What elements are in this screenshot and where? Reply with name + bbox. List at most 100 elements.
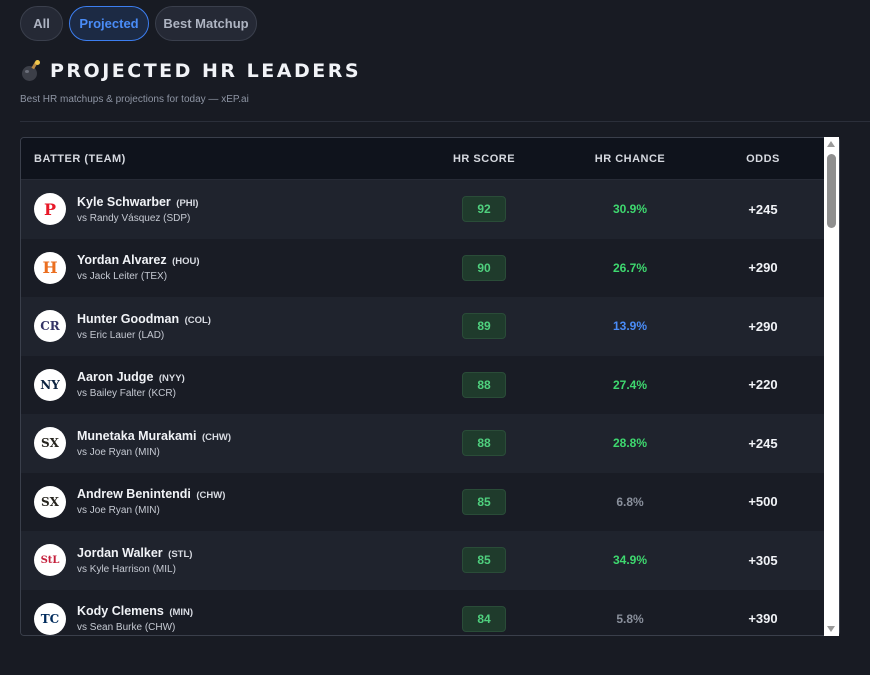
odds-value: +290 [748,318,778,334]
team-logo-icon: P [34,193,66,226]
odds-cell: +290 [713,260,813,275]
table-row[interactable]: StL Jordan Walker (STL) vs Kyle Harrison (… [21,531,839,590]
batter-name[interactable]: Jordan Walker (STL) [77,546,192,560]
hr-chance-cell: 26.7% [547,261,713,275]
batter-team: (PHI) [176,197,199,209]
filter-tabs: All Projected Best Matchup [20,6,257,41]
page-title: PROJECTED HR LEADERS [50,60,362,82]
table-row[interactable]: P Kyle Schwarber (PHI) vs Randy Vásquez (S… [21,180,839,239]
opponent-pitcher: vs Bailey Falter (KCR) [77,388,176,400]
odds-cell: +245 [713,436,813,451]
hr-score-cell: 85 [421,547,547,574]
hr-chance-value: 30.9% [612,202,648,217]
hr-chance-value: 5.8% [616,611,644,626]
hr-chance-value: 27.4% [612,377,648,392]
hr-score-cell: 89 [421,313,547,340]
batter-name-text: Hunter Goodman [77,311,180,326]
batter-name[interactable]: Andrew Benintendi (CHW) [77,487,225,501]
batter-name[interactable]: Hunter Goodman (COL) [77,312,211,326]
batter-cell: CR Hunter Goodman (COL) vs Eric Lauer (LAD… [21,310,421,343]
batter-names: Aaron Judge (NYY) vs Bailey Falter (KCR) [77,370,185,399]
batter-team: (NYY) [158,373,185,385]
odds-value: +305 [748,552,778,568]
batter-names: Hunter Goodman (COL) vs Eric Lauer (LAD) [77,312,211,341]
column-header-hr-score[interactable]: HR SCORE [452,152,516,165]
hr-score-badge: 89 [462,313,506,340]
batter-team: (CHW) [201,431,231,443]
batter-name[interactable]: Kyle Schwarber (PHI) [77,195,198,209]
hr-score-cell: 88 [421,430,547,457]
batter-cell: P Kyle Schwarber (PHI) vs Randy Vásquez (S… [21,193,421,226]
table-row[interactable]: TC Kody Clemens (MIN) vs Sean Burke (CHW) 8… [21,589,839,635]
divider [20,121,870,122]
team-logo-icon: H [34,251,66,284]
batter-name[interactable]: Aaron Judge (NYY) [77,370,185,384]
batter-name-text: Aaron Judge [77,370,154,385]
hr-chance-value: 26.7% [612,260,648,275]
opponent-pitcher: vs Eric Lauer (LAD) [77,329,165,341]
opponent-pitcher: vs Kyle Harrison (MIL) [77,563,176,575]
batter-cell: TC Kody Clemens (MIN) vs Sean Burke (CHW) [21,602,421,635]
hr-chance-value: 28.8% [612,436,648,451]
column-header-odds[interactable]: ODDS [746,152,780,165]
table-row[interactable]: CR Hunter Goodman (COL) vs Eric Lauer (LAD… [21,297,839,356]
odds-value: +500 [748,494,778,510]
column-header-batter[interactable]: BATTER (TEAM) [34,152,126,165]
batter-name[interactable]: Munetaka Murakami (CHW) [77,429,231,443]
opponent-pitcher: vs Sean Burke (CHW) [77,622,176,634]
batter-cell: SX Andrew Benintendi (CHW) vs Joe Ryan (MI… [21,485,421,518]
hr-score-badge: 85 [462,547,506,574]
hr-chance-cell: 6.8% [547,495,713,509]
table-row[interactable]: SX Munetaka Murakami (CHW) vs Joe Ryan (MI… [21,414,839,473]
page-subtitle: Best HR matchups & projections for today… [20,94,249,105]
batter-team: (MIN) [169,607,194,619]
hr-score-cell: 84 [421,605,547,632]
scroll-down-arrow-icon[interactable] [827,626,835,632]
table-row[interactable]: H Yordan Alvarez (HOU) vs Jack Leiter (TEX… [21,238,839,297]
batter-name-text: Jordan Walker [77,545,163,560]
table-row[interactable]: NY Aaron Judge (NYY) vs Bailey Falter (KCR… [21,355,839,414]
bomb-icon [20,60,42,82]
odds-value: +245 [748,435,778,451]
tab-all[interactable]: All [20,6,63,41]
batter-name-text: Andrew Benintendi [77,487,191,502]
batter-team: (CHW) [196,490,226,502]
batter-name-text: Kyle Schwarber [77,194,171,209]
batter-name-text: Munetaka Murakami [77,428,197,443]
batter-cell: StL Jordan Walker (STL) vs Kyle Harrison (… [21,544,421,577]
hr-chance-cell: 34.9% [547,553,713,567]
table-body: P Kyle Schwarber (PHI) vs Randy Vásquez (S… [21,180,839,635]
odds-value: +220 [748,377,778,393]
hr-chance-cell: 27.4% [547,378,713,392]
column-header-hr-chance[interactable]: HR CHANCE [594,152,666,165]
table-row[interactable]: SX Andrew Benintendi (CHW) vs Joe Ryan (MI… [21,472,839,531]
batter-cell: SX Munetaka Murakami (CHW) vs Joe Ryan (MI… [21,427,421,460]
scrollbar[interactable] [824,137,839,636]
hr-chance-cell: 30.9% [547,202,713,216]
hr-score-badge: 85 [462,488,506,515]
hr-score-badge: 88 [462,430,506,457]
hr-score-badge: 92 [462,196,506,223]
batter-name[interactable]: Yordan Alvarez (HOU) [77,253,200,267]
batter-names: Munetaka Murakami (CHW) vs Joe Ryan (MIN) [77,429,231,458]
batter-cell: H Yordan Alvarez (HOU) vs Jack Leiter (TEX… [21,251,421,284]
odds-cell: +290 [713,319,813,334]
odds-cell: +245 [713,202,813,217]
odds-cell: +220 [713,377,813,392]
batter-names: Jordan Walker (STL) vs Kyle Harrison (MIL… [77,546,192,575]
hr-chance-value: 13.9% [612,319,648,334]
batter-names: Yordan Alvarez (HOU) vs Jack Leiter (TEX) [77,253,200,282]
scroll-up-arrow-icon[interactable] [827,141,835,147]
hr-chance-value: 6.8% [616,494,644,509]
hr-chance-cell: 28.8% [547,436,713,450]
batter-name[interactable]: Kody Clemens (MIN) [77,604,193,618]
scrollbar-thumb[interactable] [827,154,836,228]
tab-projected[interactable]: Projected [69,6,149,41]
team-logo-icon: SX [34,485,66,518]
tab-best-matchup[interactable]: Best Matchup [155,6,257,41]
hr-score-cell: 85 [421,488,547,515]
team-logo-icon: CR [34,310,66,343]
hr-score-badge: 88 [462,371,506,398]
opponent-pitcher: vs Joe Ryan (MIN) [77,446,160,458]
